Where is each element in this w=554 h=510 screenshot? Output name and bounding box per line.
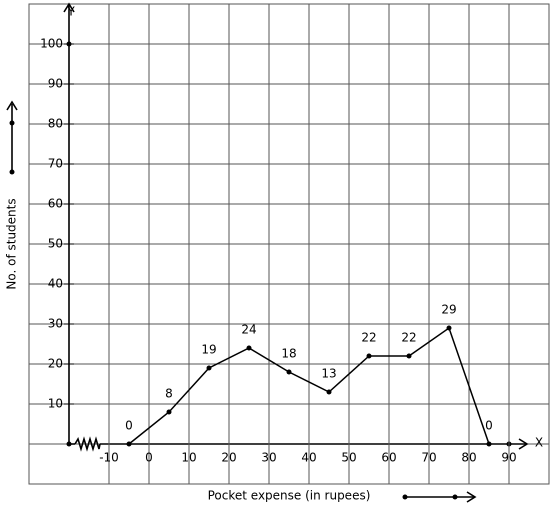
- y-tick-label: 80: [48, 117, 63, 131]
- data-point: [446, 325, 452, 331]
- y-tick-label: 20: [48, 357, 63, 371]
- x-tick-label: 10: [181, 451, 196, 465]
- decor-dot: [452, 494, 458, 500]
- data-label: 24: [241, 323, 256, 337]
- x-tick-label: 90: [501, 451, 516, 465]
- x-tick-label: 30: [261, 451, 276, 465]
- data-point: [166, 409, 172, 415]
- data-point: [326, 389, 332, 395]
- data-label: 22: [361, 331, 376, 345]
- x-tick-label: 50: [341, 451, 356, 465]
- data-point: [406, 353, 412, 359]
- x-tick-label: 80: [461, 451, 476, 465]
- y-axis-label: No. of students: [5, 198, 19, 289]
- data-label: 0: [125, 419, 133, 433]
- data-point: [246, 345, 252, 351]
- x-tick-label: -10: [99, 451, 119, 465]
- data-point: [486, 441, 492, 447]
- x-tick-label: 40: [301, 451, 316, 465]
- data-point: [126, 441, 132, 447]
- data-label: 0: [485, 419, 493, 433]
- data-label: 29: [441, 303, 456, 317]
- y-axis-name: Y: [66, 5, 75, 19]
- decor-dot: [402, 494, 408, 500]
- x-tick-label: 20: [221, 451, 236, 465]
- data-point: [366, 353, 372, 359]
- x-axis-label: Pocket expense (in rupees): [208, 489, 371, 503]
- x-arrow: [518, 438, 529, 450]
- x-axis-name: X: [535, 436, 543, 450]
- y-tick-label: 70: [48, 157, 63, 171]
- y-tick-label: 60: [48, 197, 63, 211]
- data-label: 13: [321, 367, 336, 381]
- data-label: 8: [165, 387, 173, 401]
- y-tick-label: 50: [48, 237, 63, 251]
- y-tick-label: 40: [48, 277, 63, 291]
- y-tick-label: 10: [48, 397, 63, 411]
- origin-dot: [66, 441, 72, 447]
- axis-break: [74, 436, 101, 452]
- data-point: [286, 369, 292, 375]
- data-label: 22: [401, 331, 416, 345]
- y-tick-label: 30: [48, 317, 63, 331]
- decor-dot: [9, 169, 15, 175]
- y-tick-label: 100: [40, 37, 63, 51]
- decor-dot: [9, 120, 15, 126]
- decor-arrow: [466, 491, 477, 503]
- y-arrow: [63, 2, 75, 13]
- data-line: [128, 326, 490, 445]
- data-point: [206, 365, 212, 371]
- x-tick-label: 0: [145, 451, 153, 465]
- decor-arrow: [6, 100, 18, 111]
- data-label: 19: [201, 343, 216, 357]
- data-label: 18: [281, 347, 296, 361]
- x-tick-label: 60: [381, 451, 396, 465]
- x-tick-label: 70: [421, 451, 436, 465]
- y-tick-label: 90: [48, 77, 63, 91]
